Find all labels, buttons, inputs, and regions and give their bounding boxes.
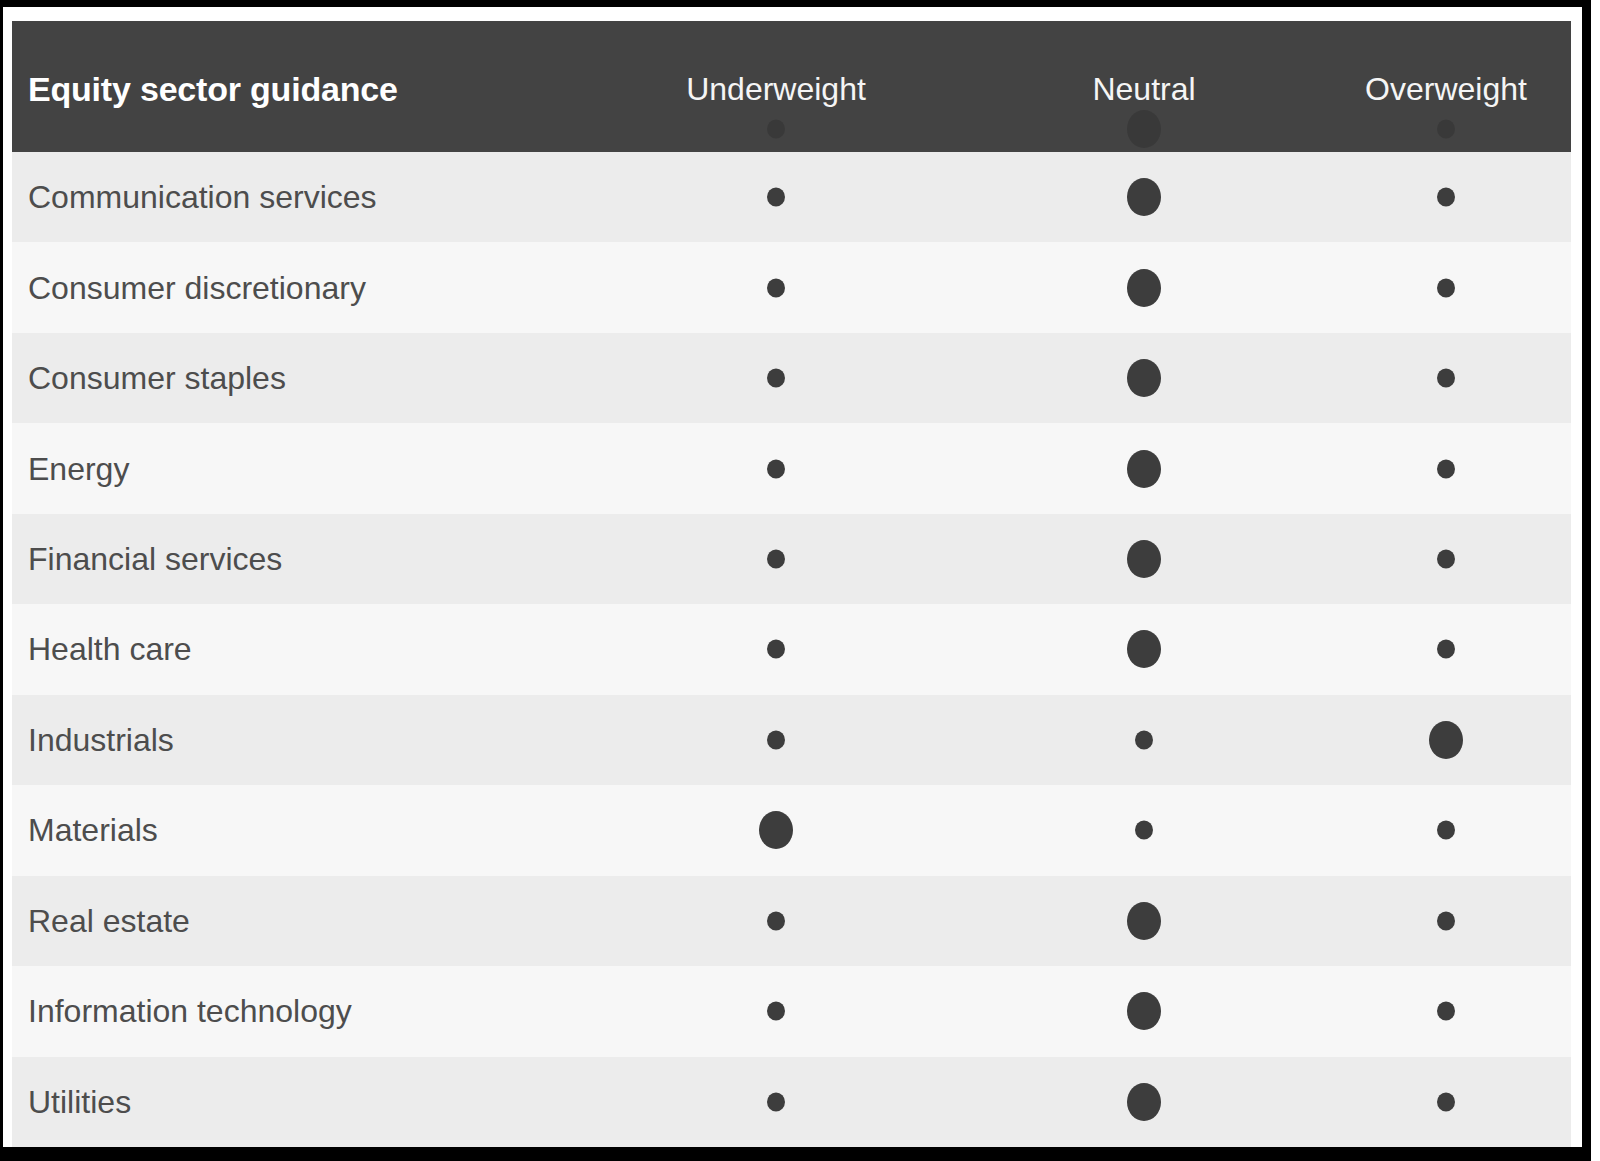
rating-dot-neutral: [1135, 730, 1153, 749]
header-ghost-dot: [1437, 120, 1455, 139]
table-row: Information technology: [12, 966, 1571, 1056]
table-row: Real estate: [12, 876, 1571, 966]
table-row: Consumer discretionary: [12, 242, 1571, 332]
rating-dot-underweight: [767, 1092, 785, 1111]
rating-dot-overweight: [1437, 278, 1455, 297]
rating-dot-overweight: [1437, 188, 1455, 207]
rating-dot-overweight: [1437, 1092, 1455, 1111]
rating-dot-underweight: [767, 1002, 785, 1021]
rating-dot-neutral: [1135, 821, 1153, 840]
rating-dot-selected-neutral: [1127, 178, 1161, 216]
rating-dot-overweight: [1437, 821, 1455, 840]
rating-dot-underweight: [767, 369, 785, 388]
table-row: Energy: [12, 423, 1571, 513]
rating-dot-selected-neutral: [1127, 269, 1161, 307]
rating-dot-underweight: [767, 550, 785, 569]
sector-label: Industrials: [28, 721, 174, 758]
sector-label: Consumer staples: [28, 360, 286, 397]
rating-dot-overweight: [1437, 459, 1455, 478]
sector-label: Health care: [28, 631, 192, 668]
column-header-overweight: Overweight: [1365, 71, 1527, 108]
header-ghost-dot: [1127, 110, 1161, 148]
rating-dot-selected-neutral: [1127, 359, 1161, 397]
table-row: Communication services: [12, 152, 1571, 242]
rating-dot-underweight: [767, 459, 785, 478]
sector-label: Materials: [28, 812, 158, 849]
sector-label: Communication services: [28, 179, 377, 216]
sector-label: Consumer discretionary: [28, 269, 366, 306]
rating-dot-selected-underweight: [759, 811, 793, 849]
sector-label: Utilities: [28, 1083, 131, 1120]
table-row: Financial services: [12, 514, 1571, 604]
rating-dot-overweight: [1437, 550, 1455, 569]
rating-dot-selected-neutral: [1127, 630, 1161, 668]
rating-dot-selected-neutral: [1127, 902, 1161, 940]
rating-dot-selected-neutral: [1127, 992, 1161, 1030]
rating-dot-underweight: [767, 911, 785, 930]
rating-dot-underweight: [767, 188, 785, 207]
rating-dot-selected-neutral: [1127, 540, 1161, 578]
rating-dot-overweight: [1437, 640, 1455, 659]
rating-dot-overweight: [1437, 369, 1455, 388]
table-rows: Communication services Consumer discretio…: [12, 152, 1571, 1147]
header-ghost-dot: [767, 120, 785, 139]
rating-dot-selected-neutral: [1127, 1083, 1161, 1121]
table-row: Industrials: [12, 695, 1571, 785]
sector-label: Real estate: [28, 902, 190, 939]
rating-dot-underweight: [767, 640, 785, 659]
sector-label: Financial services: [28, 541, 282, 578]
sector-label: Energy: [28, 450, 129, 487]
sector-label: Information technology: [28, 993, 352, 1030]
table-row: Utilities: [12, 1057, 1571, 1147]
table-row: Materials: [12, 785, 1571, 875]
rating-dot-selected-neutral: [1127, 450, 1161, 488]
column-header-underweight: Underweight: [686, 71, 866, 108]
rating-dot-overweight: [1437, 1002, 1455, 1021]
table-row: Consumer staples: [12, 333, 1571, 423]
rating-dot-selected-overweight: [1429, 721, 1463, 759]
table-row: Health care: [12, 604, 1571, 694]
table-title: Equity sector guidance: [28, 70, 398, 109]
table-header: Equity sector guidance Underweight Neutra…: [12, 21, 1571, 152]
equity-sector-guidance-table: Equity sector guidance Underweight Neutra…: [12, 21, 1571, 1147]
rating-dot-overweight: [1437, 911, 1455, 930]
chart-frame: Equity sector guidance Underweight Neutra…: [0, 0, 1591, 1161]
rating-dot-underweight: [767, 730, 785, 749]
column-header-neutral: Neutral: [1092, 71, 1195, 108]
rating-dot-underweight: [767, 278, 785, 297]
